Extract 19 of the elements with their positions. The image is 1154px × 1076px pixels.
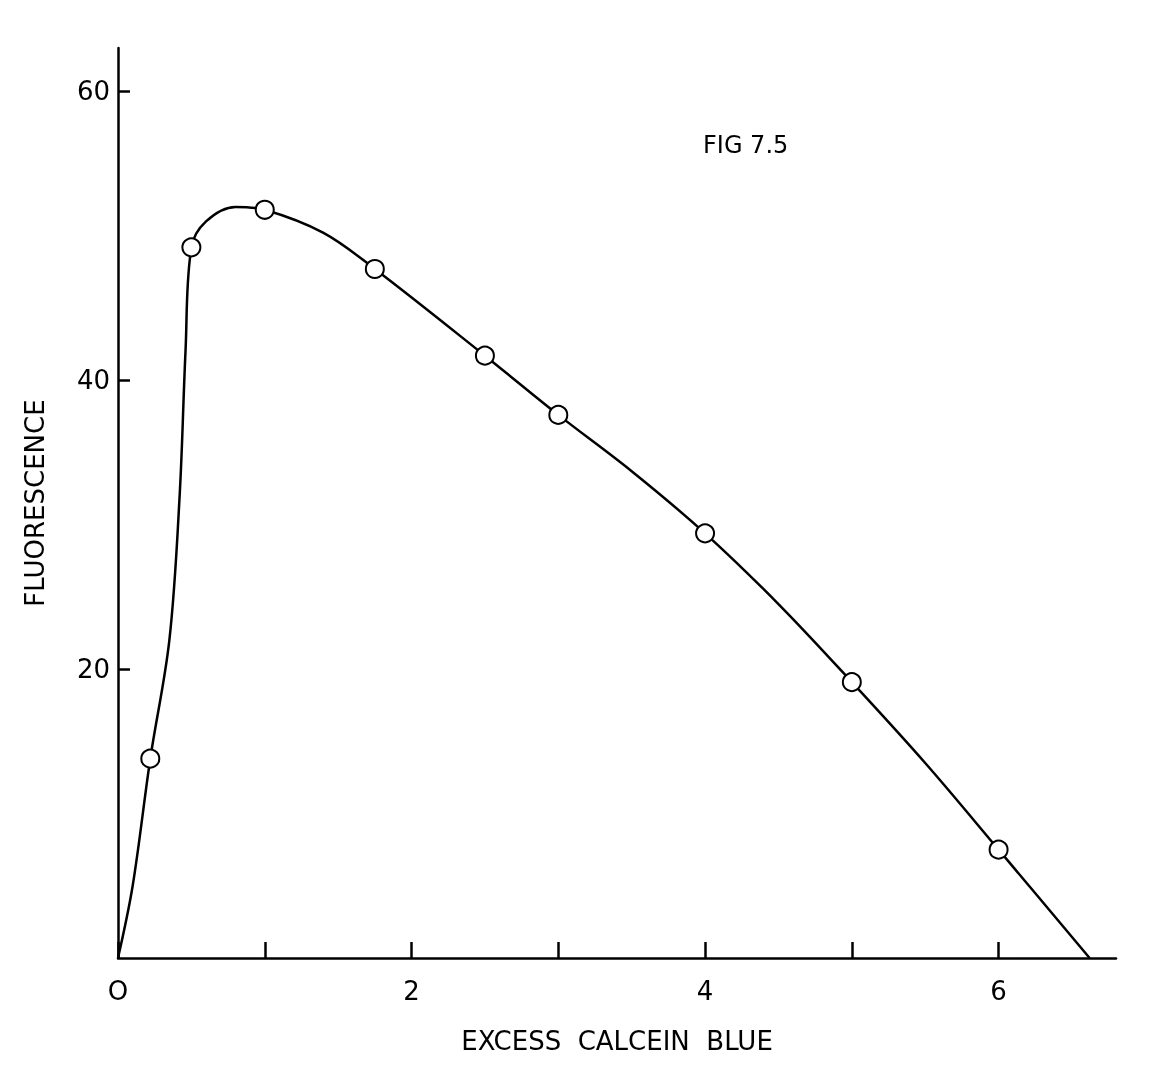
point [140, 748, 161, 769]
x-axis-title: EXCESS CALCEIN BLUE [461, 1026, 773, 1056]
point [474, 345, 495, 366]
y-tick-label: 20 [76, 654, 110, 685]
point [695, 523, 716, 544]
y-axis-title: FLUORESCENCE [20, 399, 50, 607]
point [841, 672, 862, 693]
x-tick-label: 4 [696, 976, 714, 1006]
point [988, 839, 1009, 860]
point [181, 237, 202, 258]
annotation: FIG 7.5 [703, 131, 789, 159]
y-tick-label: 40 [76, 365, 110, 396]
point [548, 404, 569, 425]
x-tick-label: O [107, 976, 129, 1006]
x-tick-label: 6 [990, 976, 1007, 1006]
x-tick-label: 2 [403, 976, 420, 1006]
point [364, 259, 385, 279]
y-tick-label: 60 [76, 76, 110, 107]
point [254, 199, 275, 220]
